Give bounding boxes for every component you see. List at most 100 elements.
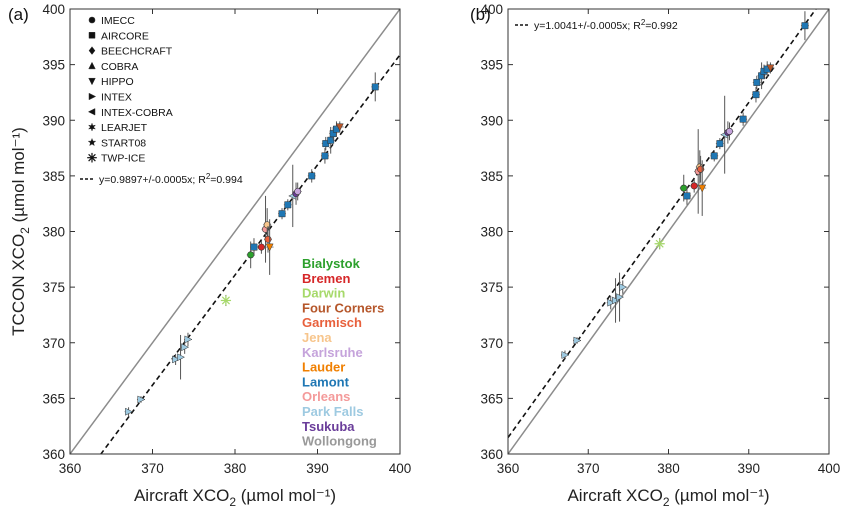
legend-marker-label: START08 [101, 137, 146, 149]
y-tick-label: 400 [480, 2, 503, 17]
y-axis-label: TCCON XCO2 (µmol mol⁻¹) [9, 127, 32, 336]
x-tick-label: 370 [141, 461, 164, 476]
x-axis-label: Aircraft XCO2 (µmol mol⁻¹) [134, 486, 336, 509]
data-point [371, 83, 379, 91]
data-point [697, 165, 705, 173]
legend-marker-triangle-up [88, 61, 96, 70]
x-tick-label: 390 [737, 461, 760, 476]
legend-site-label: Karlsruhe [302, 345, 363, 360]
legend-marker-circle [88, 16, 96, 24]
y-tick-label: 395 [480, 58, 503, 73]
data-point [172, 355, 180, 364]
legend-site-label: Darwin [302, 286, 345, 301]
legend-marker-hexagram [87, 122, 97, 132]
legend-site-label: Bialystok [302, 256, 361, 271]
legend-site-label: Jena [302, 330, 332, 345]
data-point [247, 251, 255, 259]
data-point-stroke [221, 296, 230, 305]
data-point [753, 78, 761, 86]
data-point [263, 221, 271, 229]
data-point-stroke [655, 239, 664, 248]
x-tick-label: 360 [59, 461, 82, 476]
x-tick-label: 380 [224, 461, 247, 476]
legend-site-label: Garmisch [302, 315, 362, 330]
data-point [220, 295, 232, 306]
y-tick-label: 375 [480, 280, 503, 295]
y-tick-label: 390 [480, 113, 503, 128]
y-tick-label: 385 [42, 169, 65, 184]
legend-site-label: Lauder [302, 360, 345, 375]
data-point [184, 335, 193, 344]
data-point [612, 296, 620, 305]
legend-marker-triangle-right [88, 92, 97, 101]
data-point [619, 283, 628, 292]
data-point [683, 192, 691, 200]
data-point [680, 184, 688, 192]
data-point [710, 152, 718, 160]
legend-marker-label: LEARJET [101, 122, 148, 134]
data-point [294, 187, 302, 195]
plot-area [70, 9, 400, 454]
plot-area [508, 9, 829, 454]
data-point [690, 182, 698, 190]
legend-marker-triangle-left [87, 108, 96, 116]
data-point [137, 395, 146, 404]
y-tick-label: 360 [480, 447, 503, 462]
one-to-one-line [70, 9, 400, 454]
data-point [766, 64, 775, 73]
y-tick-label: 375 [42, 280, 65, 295]
y-tick-label: 365 [42, 391, 65, 406]
fit-legend-text: y=1.0041+/-0.0005x; R2=0.992 [534, 18, 678, 32]
data-point [327, 136, 335, 144]
fit-line [99, 54, 400, 454]
data-point [284, 201, 292, 209]
panel-a: 360 370 380 390 400 360 365 370 375 380 385 390 395 4… [8, 2, 411, 509]
data-point [801, 22, 809, 30]
data-point [561, 351, 570, 359]
data-point [654, 238, 665, 249]
y-tick-label: 395 [42, 58, 65, 73]
data-point [321, 152, 329, 160]
x-tick-label: 380 [657, 461, 680, 476]
data-point [698, 184, 707, 193]
panel-b: 360 370 380 390 400 360 365 370 375 380 385 390 395 4… [470, 2, 840, 509]
data-point [265, 243, 274, 252]
y-tick-label: 380 [42, 225, 65, 240]
x-axis-label: Aircraft XCO2 (µmol mol⁻¹) [567, 486, 769, 509]
one-to-one-line [508, 9, 829, 454]
panel-label: (b) [470, 5, 491, 24]
x-tick-label: 370 [577, 461, 600, 476]
legend-marker-diamond [88, 46, 96, 55]
legend-marker-label: TWP-ICE [101, 153, 145, 165]
legend-site-label: Wollongong [302, 434, 377, 449]
data-point [752, 91, 760, 99]
legend-site-label: Tsukuba [302, 419, 355, 434]
legend-site-label: Lamont [302, 374, 350, 389]
fit-line [508, 9, 817, 439]
legend-marker-star [87, 137, 97, 147]
legend-marker-label: COBRA [101, 61, 138, 73]
data-point [607, 298, 616, 307]
data-point [716, 140, 724, 148]
legend-site-label: Park Falls [302, 404, 363, 419]
legend-marker-label: INTEX [101, 92, 132, 104]
legend-site-label: Four Corners [302, 300, 384, 315]
legend-marker-label: IMECC [101, 15, 135, 27]
data-point [616, 293, 624, 302]
y-tick-label: 390 [42, 113, 65, 128]
y-tick-label: 365 [480, 391, 503, 406]
data-point [335, 123, 344, 132]
data-point [250, 243, 258, 251]
y-tick-label: 385 [480, 169, 503, 184]
legend-site-label: Bremen [302, 271, 350, 286]
fit-legend-text: y=0.9897+/-0.0005x; R2=0.994 [99, 172, 243, 186]
legend-marker-label: INTEX-COBRA [101, 107, 173, 119]
data-point [125, 407, 133, 416]
legend-marker-asterisk [87, 152, 97, 163]
legend-marker-triangle-down [88, 77, 96, 86]
data-point [308, 172, 316, 180]
y-tick-label: 380 [480, 225, 503, 240]
panel-label: (a) [8, 5, 29, 24]
data-point [181, 343, 190, 352]
